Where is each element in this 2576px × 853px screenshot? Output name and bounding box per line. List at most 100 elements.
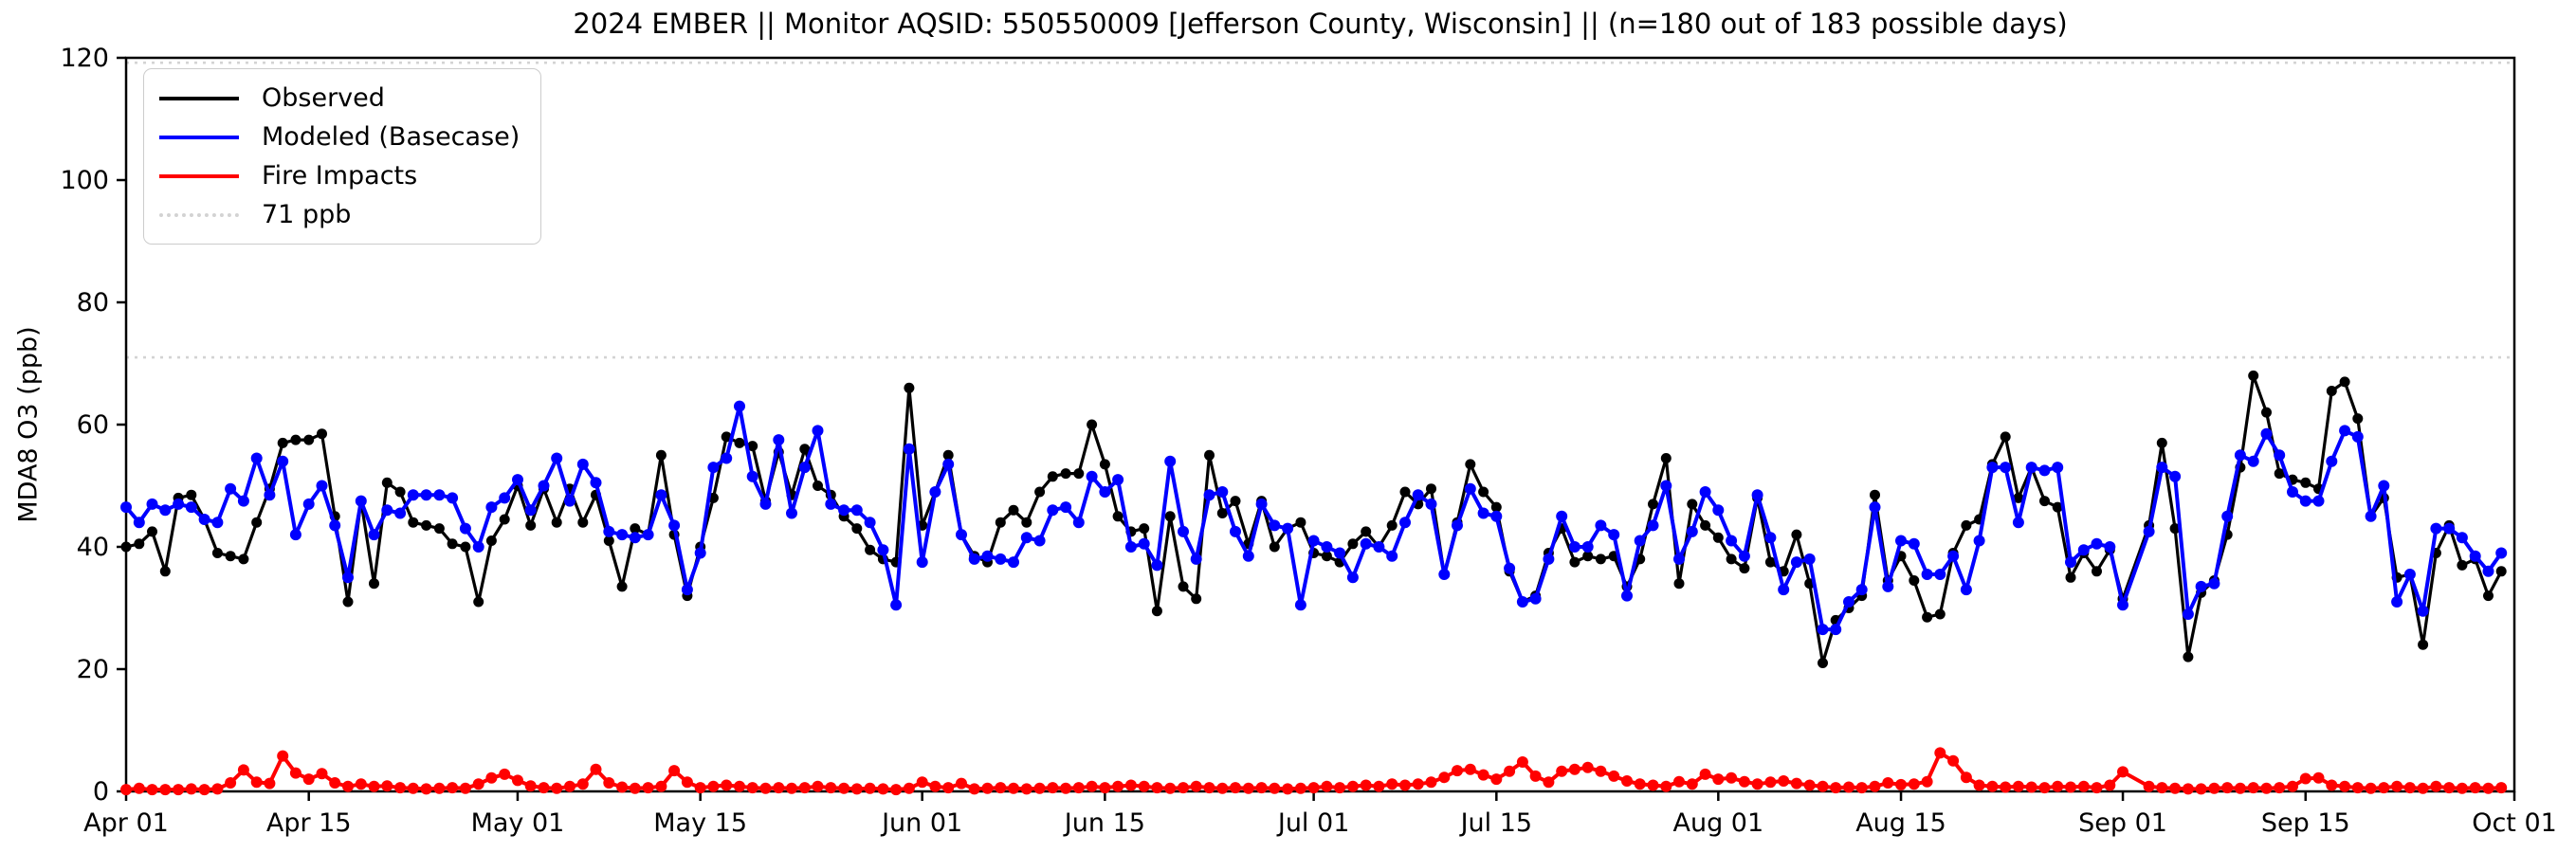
data-point-fire-impacts: [120, 784, 132, 796]
data-point-modeled-basecase: [2104, 541, 2116, 553]
x-axis: Apr 01 Apr 15 May 01 May 15 Jun 01 Jun 15 Jul …: [83, 791, 2557, 838]
data-point-fire-impacts: [890, 784, 903, 796]
data-point-modeled-basecase: [1647, 519, 1659, 532]
data-point-fire-impacts: [655, 780, 667, 792]
data-point-modeled-basecase: [1516, 596, 1528, 608]
data-point-fire-impacts: [1282, 783, 1294, 795]
data-point-fire-impacts: [1621, 775, 1633, 787]
data-point-modeled-basecase: [642, 529, 654, 541]
data-point-observed: [408, 517, 419, 528]
data-point-observed: [1961, 519, 1972, 531]
data-point-modeled-basecase: [2326, 455, 2338, 467]
series-line-modeled-basecase: [124, 404, 2504, 632]
data-point-modeled-basecase: [1934, 569, 1946, 580]
data-point-observed: [1191, 593, 1202, 605]
data-point-observed: [1321, 551, 1332, 562]
data-point-fire-impacts: [329, 777, 341, 789]
x-tick-label: Sep 15: [2261, 808, 2350, 838]
data-point-fire-impacts: [368, 780, 380, 792]
data-point-fire-impacts: [1830, 782, 1842, 794]
data-point-observed: [1673, 578, 1685, 590]
data-point-observed: [2248, 370, 2259, 381]
data-point-observed: [851, 523, 863, 535]
data-point-fire-impacts: [2287, 780, 2298, 792]
data-point-fire-impacts: [185, 783, 197, 795]
data-point-observed: [799, 444, 811, 455]
data-point-modeled-basecase: [2156, 462, 2168, 474]
data-point-modeled-basecase: [1529, 592, 1542, 605]
data-point-observed: [1712, 532, 1724, 543]
data-point-observed: [1112, 511, 1124, 522]
data-point-modeled-basecase: [2000, 462, 2012, 474]
data-point-modeled-basecase: [1817, 624, 1829, 636]
data-point-fire-impacts: [2104, 779, 2116, 791]
data-point-modeled-basecase: [1882, 580, 1894, 592]
data-point-fire-impacts: [1986, 780, 1999, 792]
data-point-modeled-basecase: [1164, 455, 1177, 467]
data-point-fire-impacts: [1072, 782, 1085, 794]
data-point-modeled-basecase: [1216, 486, 1229, 498]
data-point-modeled-basecase: [903, 443, 915, 455]
data-point-fire-impacts: [159, 784, 172, 796]
data-point-modeled-basecase: [1490, 510, 1503, 522]
data-point-modeled-basecase: [2117, 599, 2128, 611]
data-point-observed: [2065, 572, 2076, 583]
data-point-observed: [225, 551, 236, 562]
data-point-modeled-basecase: [1334, 547, 1346, 559]
data-point-observed: [186, 489, 197, 500]
data-point-fire-impacts: [2351, 782, 2364, 794]
data-point-fire-impacts: [916, 776, 928, 789]
data-point-observed: [1791, 529, 1802, 540]
data-point-observed: [734, 437, 745, 448]
data-point-fire-impacts: [1452, 765, 1463, 777]
x-tick-label: May 15: [653, 808, 747, 838]
data-point-observed: [159, 566, 171, 577]
data-point-fire-impacts: [1738, 775, 1750, 788]
data-point-observed: [2352, 413, 2364, 425]
data-point-modeled-basecase: [1386, 550, 1398, 562]
data-point-observed: [2326, 386, 2337, 396]
data-point-modeled-basecase: [877, 544, 889, 556]
data-point-observed: [525, 519, 537, 531]
data-point-fire-impacts: [942, 782, 955, 794]
data-point-modeled-basecase: [2091, 537, 2103, 550]
data-point-fire-impacts: [1008, 782, 1019, 794]
data-point-observed: [485, 535, 497, 546]
x-tick-label: Aug 01: [1672, 808, 1763, 838]
data-point-fire-impacts: [512, 774, 523, 787]
data-point-observed: [577, 517, 589, 528]
data-point-observed: [369, 578, 379, 590]
data-point-fire-impacts: [786, 782, 797, 794]
data-point-fire-impacts: [864, 782, 876, 794]
data-point-modeled-basecase: [329, 519, 341, 532]
data-point-observed: [551, 517, 562, 528]
data-point-fire-impacts: [1178, 782, 1189, 794]
data-point-observed: [1595, 554, 1606, 565]
data-point-fire-impacts: [394, 782, 407, 794]
data-point-modeled-basecase: [2038, 464, 2051, 477]
data-point-modeled-basecase: [368, 529, 380, 541]
data-point-modeled-basecase: [1568, 541, 1580, 553]
data-point-fire-impacts: [2391, 780, 2403, 792]
data-point-modeled-basecase: [250, 452, 263, 464]
data-point-observed: [1008, 504, 1019, 516]
data-point-fire-impacts: [1216, 782, 1229, 794]
data-point-modeled-basecase: [1973, 535, 1985, 547]
data-point-modeled-basecase: [812, 425, 824, 437]
data-point-modeled-basecase: [1020, 532, 1032, 544]
data-point-modeled-basecase: [2312, 495, 2325, 507]
data-point-modeled-basecase: [1595, 519, 1607, 532]
data-point-fire-impacts: [850, 783, 863, 795]
data-point-observed: [655, 449, 667, 461]
x-tick-label: Jun 15: [1063, 808, 1145, 838]
data-point-modeled-basecase: [1830, 624, 1842, 636]
data-point-fire-impacts: [1425, 776, 1437, 789]
data-point-modeled-basecase: [1477, 507, 1489, 519]
data-point-observed: [2418, 639, 2429, 650]
data-point-fire-impacts: [968, 783, 980, 795]
data-point-fire-impacts: [995, 782, 1007, 794]
x-tick-label: Aug 15: [1855, 808, 1946, 838]
data-point-fire-impacts: [629, 782, 641, 794]
data-point-fire-impacts: [1334, 782, 1346, 794]
data-point-fire-impacts: [2052, 780, 2064, 792]
